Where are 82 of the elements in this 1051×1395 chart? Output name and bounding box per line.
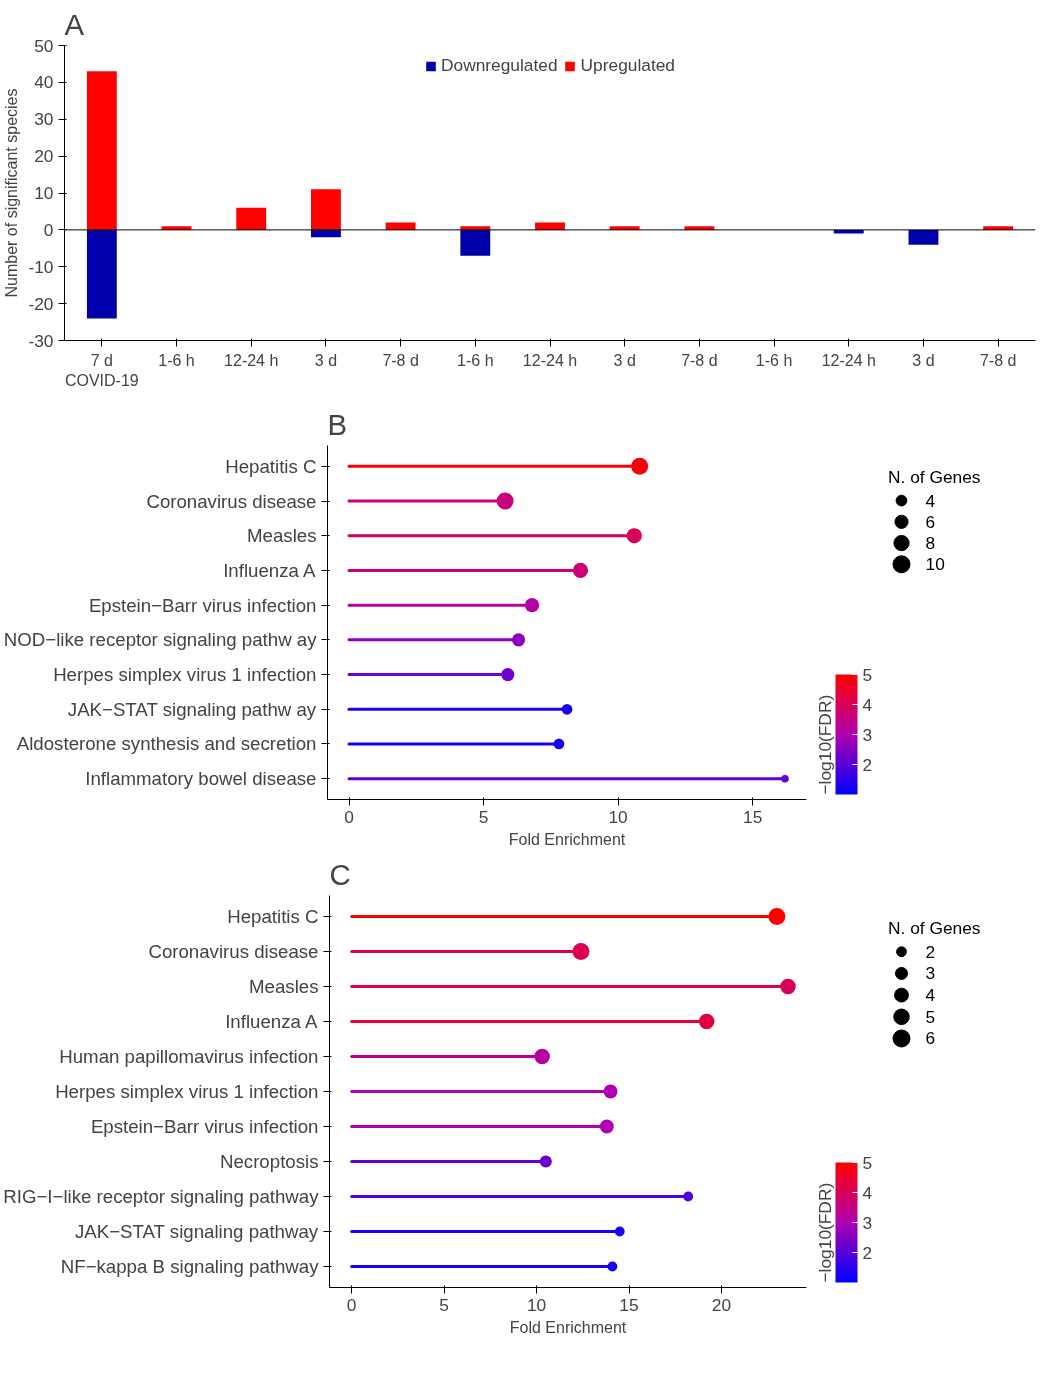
x-tick-label: 5	[439, 1294, 449, 1315]
y-tick-label: Human papillomavirus infection	[59, 1046, 319, 1067]
x-tick-label: 15	[619, 1294, 639, 1315]
y-tick-label: JAK−STAT signaling pathw ay	[67, 698, 317, 720]
y-tick-label: Necroptosis	[220, 1151, 319, 1172]
x-tick-label: 3 d	[912, 351, 935, 369]
y-tick-label: Influenza A	[225, 1011, 319, 1032]
chart-title: A	[64, 7, 85, 41]
x-tick-label: 0	[346, 1294, 357, 1315]
chart-title: B	[327, 407, 348, 441]
x-tick-label: 3 d	[613, 351, 636, 369]
x-tick-label: 1-6 h	[755, 351, 793, 369]
y-tick-label: Coronavirus disease	[148, 941, 319, 962]
y-tick-label: Coronavirus disease	[146, 490, 317, 512]
y-tick-label: 30	[34, 109, 54, 130]
y-tick-label: 50	[34, 35, 54, 56]
y-axis-title: Number of significant species	[3, 88, 21, 298]
x-tick-label: 15	[743, 806, 763, 827]
y-tick-label: Measles	[249, 976, 319, 997]
x-tick-label: 10	[608, 806, 628, 827]
chart-title: C	[329, 857, 351, 891]
y-tick-label: RIG−I−like receptor signaling pathway	[3, 1186, 320, 1207]
x-tick-label: 1-6 h	[457, 351, 494, 369]
y-tick-label: Hepatitis C	[225, 455, 317, 477]
x-axis-title: Fold Enrichment	[509, 1318, 627, 1336]
x-tick-label: 12-24 h	[522, 351, 578, 369]
legend-label: 6	[925, 1028, 936, 1049]
legend-label: 6	[925, 511, 936, 532]
y-tick-label: Influenza A	[223, 559, 317, 581]
legend-label: 5	[925, 1006, 936, 1027]
legend-title: N. of Genes	[888, 917, 981, 938]
x-tick-label: 7 d	[90, 351, 113, 369]
y-tick-label: -30	[28, 330, 54, 351]
color-bar-label: 2	[862, 1242, 873, 1263]
y-tick-label: -10	[28, 256, 54, 277]
x-tick-label: 3 d	[314, 351, 338, 369]
legend-label: 2	[925, 941, 936, 962]
y-tick-label: 10	[34, 183, 54, 203]
x-tick-label: 20	[711, 1294, 732, 1315]
color-bar-label: 3	[862, 1212, 873, 1233]
x-tick-label: 1-6 h	[158, 351, 195, 369]
y-tick-label: Epstein−Barr virus infection	[90, 1116, 319, 1137]
y-tick-label: 20	[34, 146, 54, 167]
x-tick-label: 7-8 d	[979, 351, 1017, 369]
y-tick-label: Aldosterone synthesis and secretion	[16, 733, 317, 755]
legend-label: 4	[925, 985, 936, 1006]
color-bar-title: −log10(FDR)	[814, 1182, 835, 1283]
color-bar-label: 4	[862, 1182, 873, 1203]
y-tick-label: -20	[28, 293, 54, 314]
x-tick-label: 7-8 d	[382, 351, 419, 369]
x-axis-title: Fold Enrichment	[508, 830, 626, 848]
y-tick-label: Hepatitis C	[227, 906, 319, 927]
x-tick-label: 12-24 h	[821, 351, 876, 369]
legend-label: Upregulated	[580, 55, 675, 76]
y-tick-label: Inflammatory bowel disease	[85, 768, 317, 790]
x-tick-label: 0	[344, 806, 354, 827]
y-tick-label: JAK−STAT signaling pathway	[74, 1221, 319, 1242]
y-tick-label: 0	[43, 219, 54, 240]
y-tick-label: NOD−like receptor signaling pathw ay	[3, 629, 318, 651]
color-bar-label: 2	[862, 754, 873, 775]
y-tick-label: NF−kappa B signaling pathway	[60, 1256, 320, 1277]
legend-label: 8	[925, 533, 936, 554]
y-tick-label: Herpes simplex virus 1 infection	[55, 1081, 319, 1102]
y-tick-label: Epstein−Barr virus infection	[88, 594, 317, 616]
text: COVID-19	[64, 371, 139, 389]
legend-label: 10	[925, 554, 945, 575]
x-tick-label: 5	[478, 806, 489, 827]
y-tick-label: Measles	[247, 525, 317, 547]
color-bar-label: 3	[862, 724, 873, 745]
color-bar-label: 5	[862, 664, 873, 685]
x-tick-label: 10	[526, 1294, 547, 1315]
legend-title: N. of Genes	[888, 466, 981, 487]
x-tick-label: 12-24 h	[224, 351, 279, 369]
x-tick-label: 7-8 d	[681, 351, 718, 369]
y-tick-label: 40	[34, 72, 54, 93]
color-bar-label: 5	[862, 1152, 873, 1173]
color-bar-label: 4	[862, 694, 873, 715]
color-bar-title: −log10(FDR)	[814, 694, 835, 795]
legend-label: 4	[925, 490, 936, 511]
y-tick-label: Herpes simplex virus 1 infection	[53, 664, 317, 686]
legend-label: Downregulated	[441, 55, 558, 76]
legend-label: 3	[925, 963, 936, 984]
